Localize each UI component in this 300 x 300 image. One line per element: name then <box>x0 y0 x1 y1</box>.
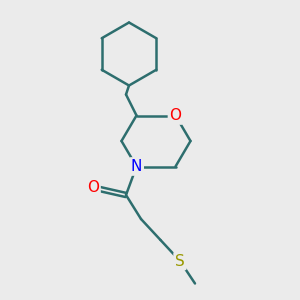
Text: S: S <box>175 254 185 268</box>
Text: O: O <box>87 180 99 195</box>
Text: O: O <box>169 108 181 123</box>
Text: N: N <box>131 159 142 174</box>
